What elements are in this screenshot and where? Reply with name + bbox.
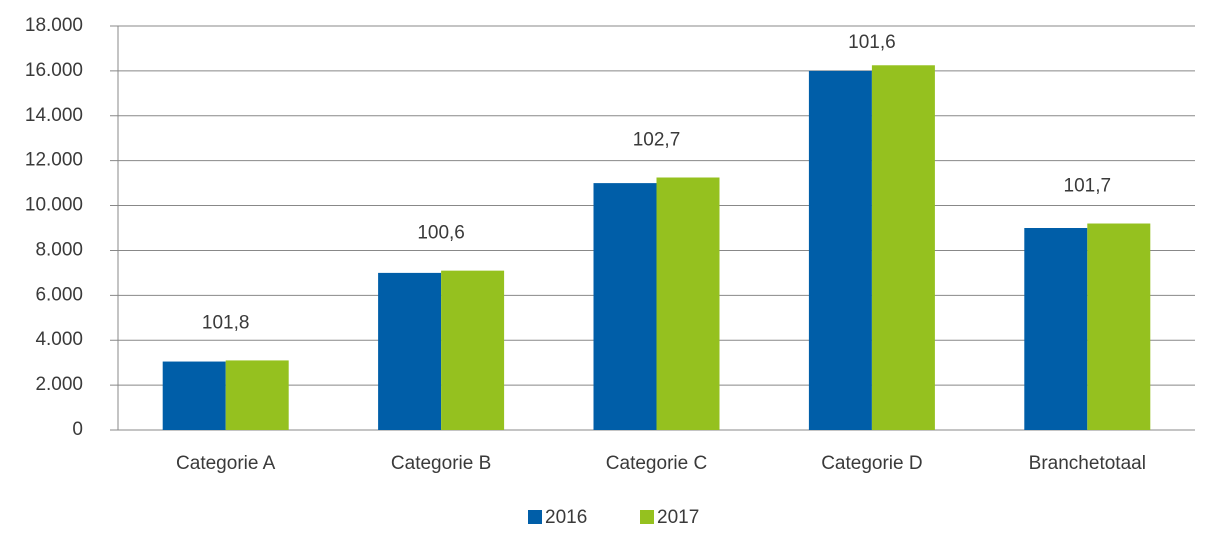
legend-swatch <box>528 510 542 524</box>
bar <box>162 361 226 430</box>
x-tick-label: Categorie C <box>606 453 707 474</box>
legend-swatch <box>640 510 654 524</box>
x-tick-label: Branchetotaal <box>1029 453 1146 474</box>
legend-label: 2016 <box>545 507 587 528</box>
x-tick-label: Categorie B <box>391 453 491 474</box>
x-tick-label: Categorie A <box>176 453 276 474</box>
y-tick-label: 8.000 <box>35 239 83 260</box>
bar <box>593 183 657 430</box>
y-tick-label: 12.000 <box>25 150 83 171</box>
y-tick-label: 0 <box>72 419 83 440</box>
bar <box>441 270 505 430</box>
bar <box>808 70 872 430</box>
annotation: 101,8 <box>202 312 250 333</box>
y-tick-label: 14.000 <box>25 105 83 126</box>
annotation: 101,7 <box>1064 176 1112 197</box>
y-tick-label: 18.000 <box>25 15 83 36</box>
bar <box>871 65 935 431</box>
annotation: 102,7 <box>633 130 681 151</box>
legend-label: 2017 <box>657 507 699 528</box>
bar <box>378 272 442 430</box>
x-tick-label: Categorie D <box>821 453 922 474</box>
y-tick-label: 2.000 <box>35 374 83 395</box>
bar <box>1024 228 1088 430</box>
annotation: 101,6 <box>848 32 896 53</box>
annotation: 100,6 <box>417 223 465 244</box>
y-tick-label: 6.000 <box>35 284 83 305</box>
bar <box>1087 223 1151 430</box>
bar <box>656 177 720 430</box>
y-tick-label: 16.000 <box>25 60 83 81</box>
y-tick-label: 10.000 <box>25 195 83 216</box>
y-tick-label: 4.000 <box>35 329 83 350</box>
bar <box>225 360 289 430</box>
